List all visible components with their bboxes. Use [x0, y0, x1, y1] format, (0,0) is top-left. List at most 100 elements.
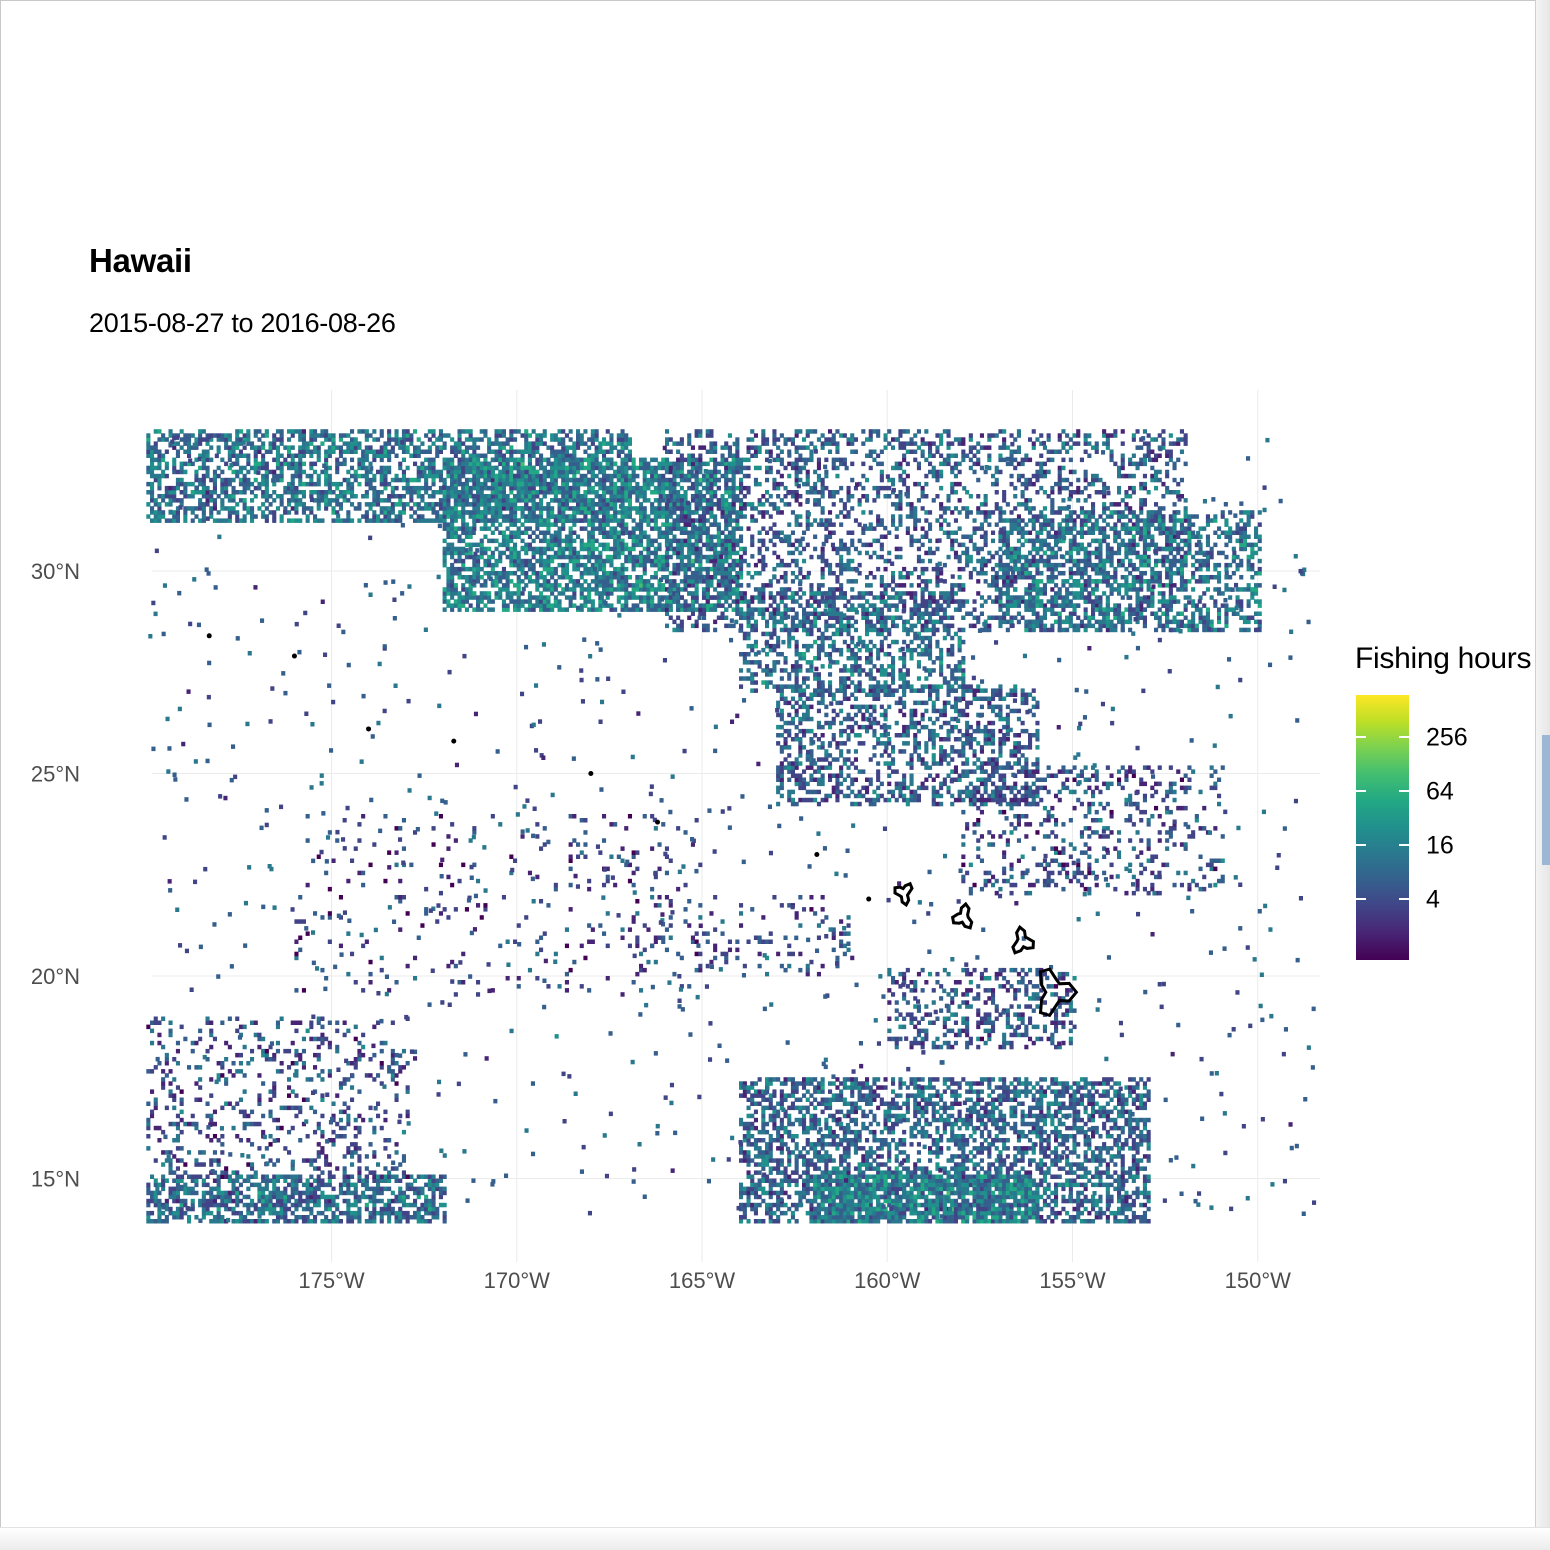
heatmap-cell	[828, 595, 833, 600]
heatmap-cell	[368, 506, 373, 511]
heatmap-cell	[161, 457, 166, 463]
heatmap-cell	[776, 457, 781, 463]
heatmap-cell	[916, 445, 921, 450]
heatmap-cell	[794, 518, 799, 523]
heatmap-cell	[183, 441, 188, 446]
heatmap-cell	[642, 579, 647, 584]
heatmap-cell	[409, 433, 414, 438]
heatmap-cell	[568, 514, 573, 519]
heatmap-cell	[324, 437, 329, 442]
heatmap-cell	[394, 514, 399, 519]
heatmap-cell	[513, 554, 518, 560]
heatmap-cell	[509, 445, 514, 450]
heatmap-cell	[813, 615, 818, 620]
heatmap-cell	[150, 510, 155, 515]
heatmap-cell	[427, 429, 432, 434]
heatmap-cell	[453, 558, 458, 564]
heatmap-cell	[157, 506, 162, 511]
heatmap-cell	[546, 566, 551, 572]
heatmap-cell	[183, 481, 188, 487]
heatmap-cell	[498, 514, 503, 519]
heatmap-cell	[438, 518, 443, 523]
heatmap-cell	[157, 449, 162, 454]
heatmap-cell	[542, 566, 547, 572]
heatmap-cell	[150, 445, 155, 450]
heatmap-cell	[201, 457, 206, 463]
heatmap-cell	[705, 627, 710, 633]
heatmap-cell	[687, 485, 692, 491]
heatmap-cell	[509, 514, 514, 519]
heatmap-cell	[587, 530, 592, 535]
heatmap-cell	[309, 465, 314, 471]
heatmap-cell	[939, 506, 944, 511]
heatmap-cell	[753, 562, 758, 568]
heatmap-cell	[590, 437, 595, 442]
heatmap-cell	[461, 546, 466, 552]
window-scrollbar[interactable]	[1535, 0, 1550, 1550]
heatmap-cell	[828, 534, 833, 539]
heatmap-cell	[631, 546, 636, 552]
heatmap-cell	[153, 449, 158, 454]
heatmap-cell	[724, 583, 729, 588]
heatmap-cell	[516, 490, 521, 495]
heatmap-cell	[531, 465, 536, 471]
heatmap-cell	[257, 481, 262, 487]
heatmap-cell	[579, 571, 584, 576]
heatmap-cell	[876, 522, 881, 527]
heatmap-cell	[301, 437, 306, 442]
heatmap-cell	[546, 510, 551, 515]
heatmap-cell	[198, 441, 203, 446]
heatmap-cell	[594, 433, 599, 438]
heatmap-cell	[268, 445, 273, 450]
heatmap-cell	[620, 490, 625, 495]
heatmap-cell	[609, 583, 614, 588]
heatmap-cell	[290, 457, 295, 463]
heatmap-cell	[661, 587, 666, 592]
heatmap-cell	[453, 510, 458, 515]
heatmap-cell	[468, 566, 473, 572]
heatmap-cell	[809, 587, 814, 592]
heatmap-cell	[501, 514, 506, 519]
heatmap-cell	[568, 558, 573, 564]
heatmap-cell	[287, 481, 292, 487]
heatmap-cell	[579, 554, 584, 560]
heatmap-cell	[590, 603, 595, 608]
heatmap-cell	[361, 453, 366, 458]
heatmap-cell	[802, 611, 807, 616]
heatmap-cell	[346, 433, 351, 438]
heatmap-cell	[372, 429, 377, 434]
heatmap-cell	[227, 510, 232, 515]
heatmap-cell	[794, 449, 799, 454]
heatmap-cell	[739, 583, 744, 588]
heatmap-cell	[194, 514, 199, 519]
heatmap-cell	[705, 477, 710, 483]
heatmap-cell	[635, 465, 640, 471]
heatmap-cell	[609, 603, 614, 608]
heatmap-cell	[164, 502, 169, 507]
heatmap-cell	[639, 514, 644, 519]
heatmap-cell	[383, 510, 388, 515]
heatmap-cell	[268, 469, 273, 475]
heatmap-cell	[279, 477, 284, 483]
heatmap-cell	[509, 506, 514, 511]
heatmap-cell	[713, 481, 718, 487]
heatmap-cell	[868, 453, 873, 458]
heatmap-cell	[313, 433, 318, 438]
heatmap-cell	[175, 510, 180, 515]
heatmap-cell	[731, 591, 736, 596]
heatmap-cell	[913, 481, 918, 487]
heatmap-cell	[587, 469, 592, 475]
heatmap-cell	[309, 490, 314, 495]
heatmap-cell	[220, 485, 225, 491]
scroll-thumb[interactable]	[1542, 735, 1550, 865]
heatmap-cell	[653, 457, 658, 463]
heatmap-cell	[479, 461, 484, 467]
heatmap-cell	[442, 546, 447, 552]
heatmap-cell	[713, 477, 718, 483]
heatmap-cell	[709, 566, 714, 572]
heatmap-cell	[716, 506, 721, 511]
heatmap-cell	[487, 554, 492, 560]
heatmap-cell	[690, 522, 695, 527]
heatmap-cell	[279, 465, 284, 471]
heatmap-cell	[561, 546, 566, 552]
